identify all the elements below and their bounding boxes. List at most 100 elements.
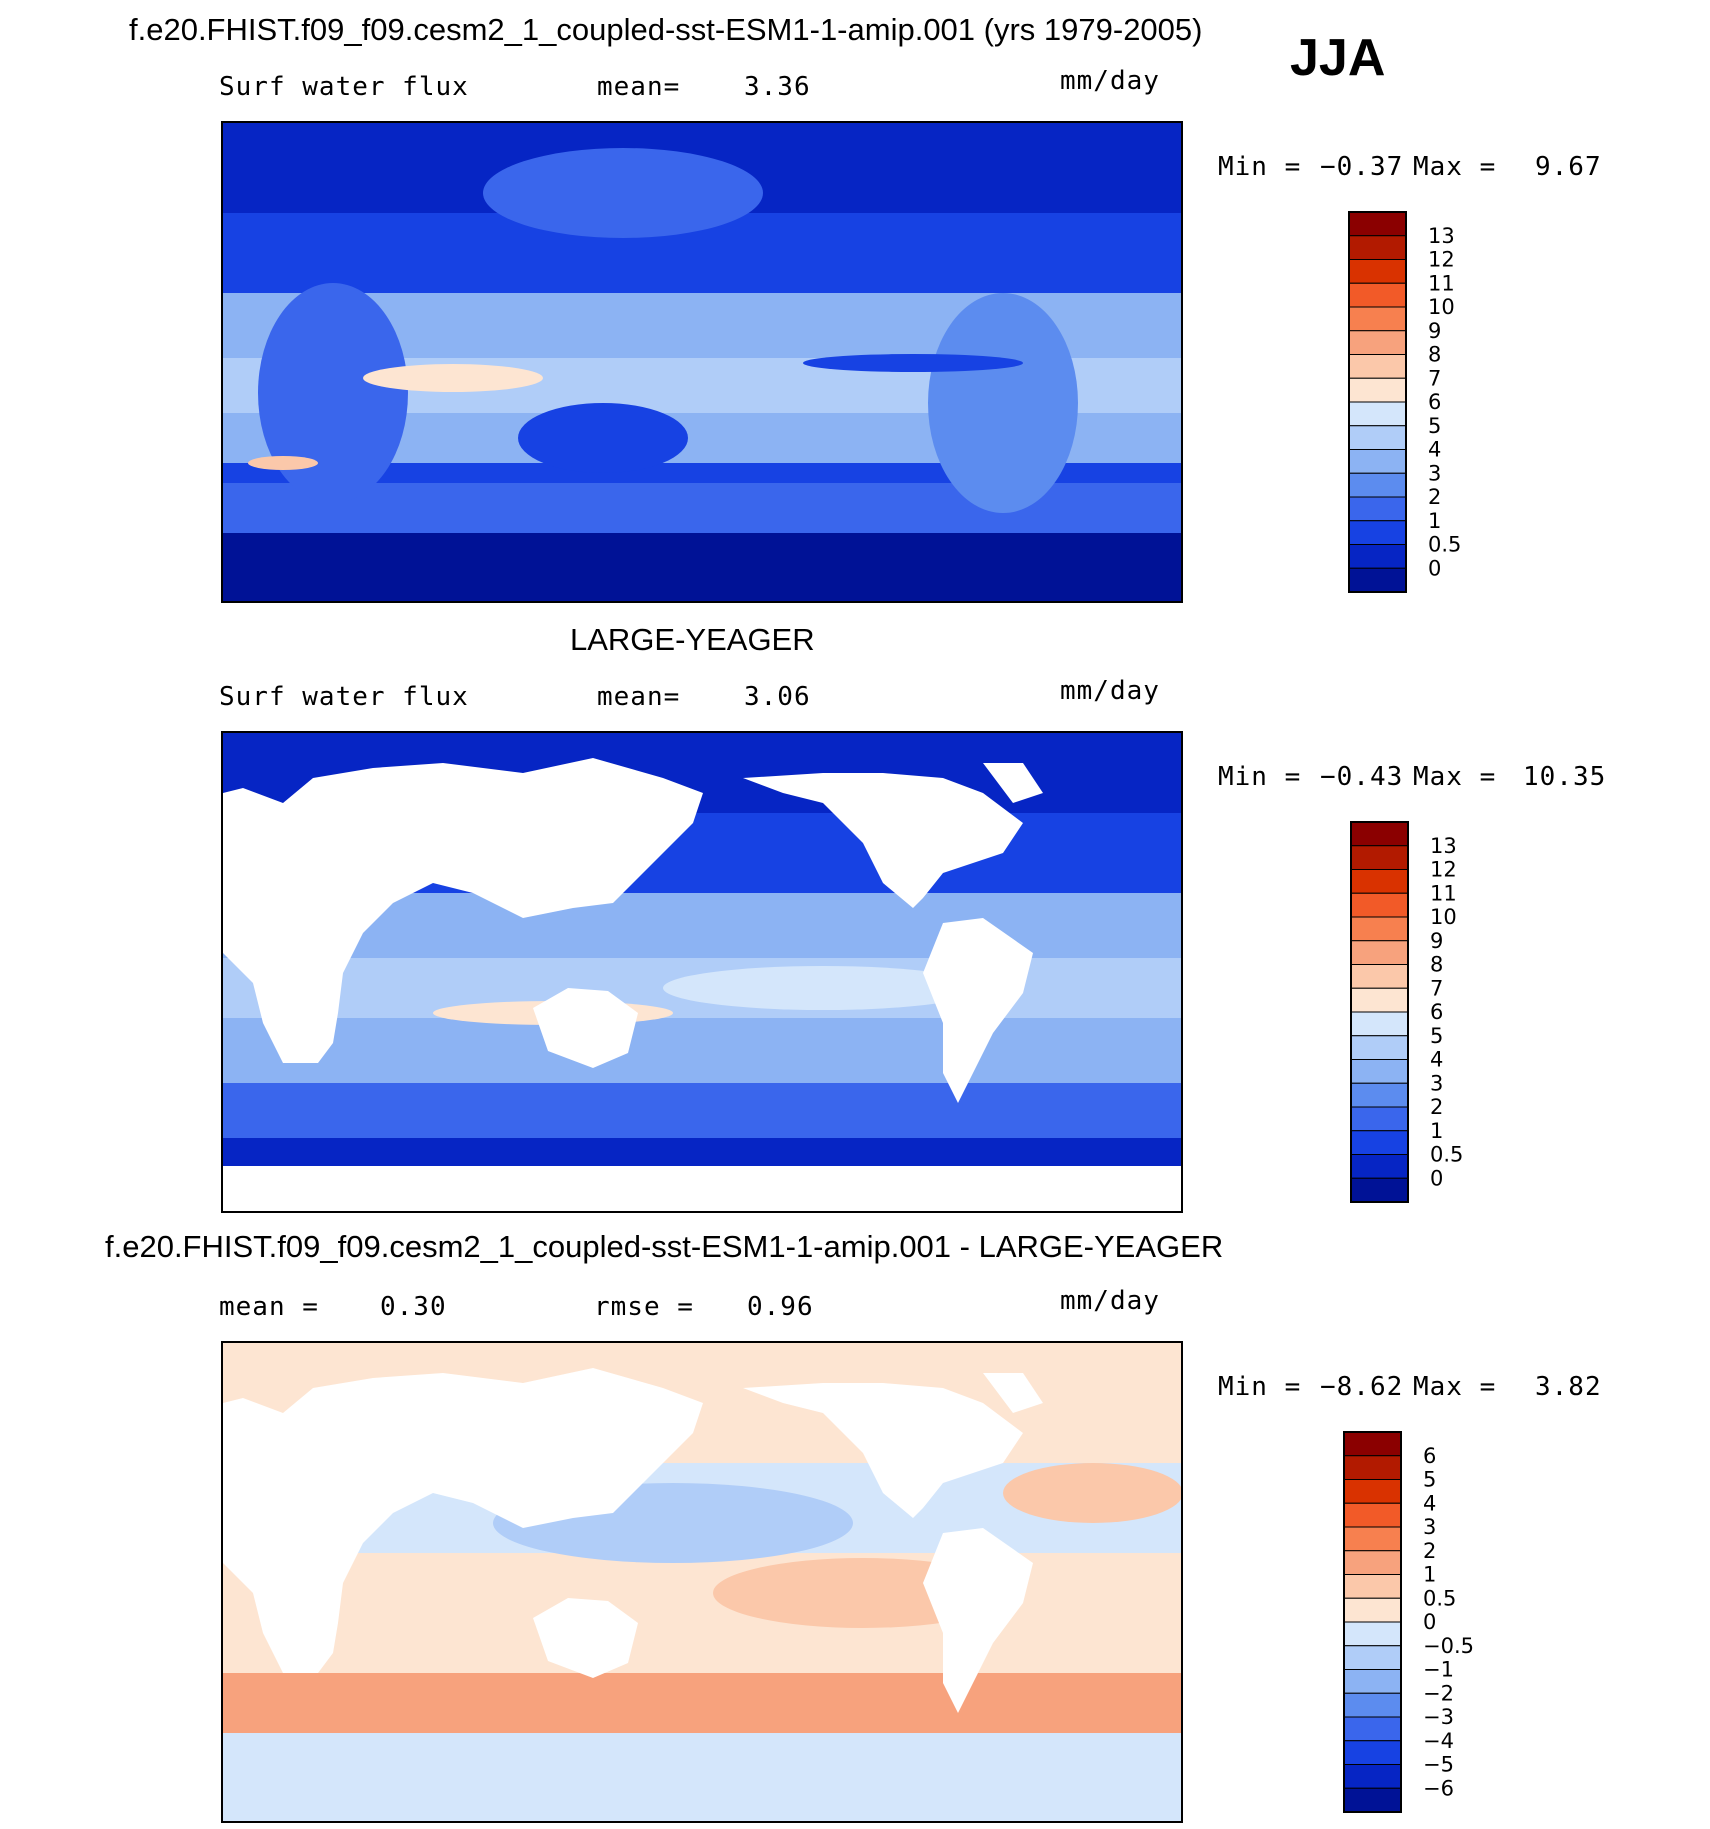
colorbar-1-tick-label: 11 <box>1428 271 1455 295</box>
panel3-min-label: Min = <box>1218 1372 1302 1402</box>
colorbar-3-box <box>1343 1431 1402 1457</box>
panel1-field-indian-ocean <box>363 364 543 392</box>
colorbar-2-box <box>1350 892 1409 918</box>
panel1-field-africa <box>258 283 408 503</box>
panel3-units: mm/day <box>1060 1286 1160 1316</box>
colorbar-1-tick-label: 6 <box>1428 390 1441 414</box>
colorbar-1-tick-label: 13 <box>1428 224 1455 248</box>
panel1-min-label: Min = <box>1218 152 1302 182</box>
panel1-field-south-america <box>928 293 1078 513</box>
colorbar-2-tick-label: 0 <box>1430 1166 1443 1190</box>
panel1-field-asia <box>483 148 763 238</box>
panel3-field-atlantic <box>1003 1463 1181 1523</box>
colorbar-3-tick-label: 2 <box>1423 1539 1436 1563</box>
colorbar-1-box <box>1348 425 1407 450</box>
panel1-mean-value: 3.36 <box>744 72 811 102</box>
panel2-field-greenland <box>983 763 1043 803</box>
colorbar-1-tick-label: 2 <box>1428 485 1441 509</box>
colorbar-1-box <box>1348 496 1407 522</box>
panel2-field-antarctica-land <box>223 1166 1181 1211</box>
panel1-field-antarctic <box>223 533 1181 601</box>
colorbar-2-tick-label: 5 <box>1430 1024 1443 1048</box>
panel2-field-antarctic <box>223 1138 1181 1166</box>
colorbar-2-box <box>1350 940 1409 965</box>
panel2-field-southern <box>223 1083 1181 1138</box>
panel1-map-field <box>223 123 1181 601</box>
colorbar-1-box <box>1348 377 1407 403</box>
colorbar-3-box <box>1343 1692 1402 1718</box>
colorbar-1-box <box>1348 354 1407 379</box>
colorbar-3-box <box>1343 1716 1402 1742</box>
colorbar-3-tick-label: 4 <box>1423 1491 1436 1515</box>
panel3-field-south-america <box>923 1528 1033 1713</box>
colorbar-3-tick-label: 0.5 <box>1423 1586 1456 1610</box>
colorbar-3-box <box>1343 1621 1402 1647</box>
panel3-map-field <box>223 1343 1181 1821</box>
colorbar-1-box <box>1348 330 1407 355</box>
colorbar-3-box <box>1343 1764 1402 1789</box>
colorbar-2-box <box>1350 1130 1409 1155</box>
panel3-map <box>221 1341 1183 1823</box>
colorbar-1-tick-label: 0.5 <box>1428 533 1461 557</box>
colorbar-1-box <box>1348 567 1407 593</box>
panel2-mean-label: mean= <box>597 682 681 712</box>
colorbar-3-frame <box>1343 1431 1402 1813</box>
panel2-max-label: Max = <box>1413 762 1497 792</box>
colorbar-3-box <box>1343 1455 1402 1480</box>
colorbar-3-tick-label: −6 <box>1423 1776 1454 1800</box>
panel1-field-australia <box>518 403 688 473</box>
colorbar-1-tick-label: 12 <box>1428 248 1455 272</box>
colorbar-2-tick-label: 7 <box>1430 976 1443 1000</box>
colorbar-3-box <box>1343 1669 1402 1694</box>
colorbar-2-box <box>1350 1106 1409 1132</box>
panel2-field-pacific <box>663 966 983 1010</box>
panel2-mean-value: 3.06 <box>744 682 811 712</box>
colorbar-2-tick-label: 11 <box>1430 881 1457 905</box>
colorbar-2-tick-label: 1 <box>1430 1119 1443 1143</box>
colorbar-3-tick-label: −1 <box>1423 1658 1454 1682</box>
panel1-mean-label: mean= <box>597 72 681 102</box>
panel3-field-greenland <box>983 1373 1043 1413</box>
panel2-max-value: 10.35 <box>1523 762 1607 792</box>
colorbar-1-tick-label: 8 <box>1428 343 1441 367</box>
panel1-variable-label: Surf water flux <box>219 72 469 102</box>
colorbar-2-tick-label: 3 <box>1430 1071 1443 1095</box>
season-label: JJA <box>1290 29 1386 87</box>
colorbar-3-tick-label: 6 <box>1423 1444 1436 1468</box>
panel3-field-north-america <box>743 1383 1023 1518</box>
colorbar-2-tick-label: 6 <box>1430 1000 1443 1024</box>
colorbar-3-box <box>1343 1502 1402 1528</box>
colorbar-2-box <box>1350 1154 1409 1179</box>
colorbar-2-box <box>1350 964 1409 989</box>
colorbar-2-tick-label: 8 <box>1430 953 1443 977</box>
colorbar-1-box <box>1348 259 1407 284</box>
colorbar-2-tick-label: 9 <box>1430 929 1443 953</box>
colorbar-3-tick-label: −2 <box>1423 1681 1454 1705</box>
panel1-title: f.e20.FHIST.f09_f09.cesm2_1_coupled-sst-… <box>129 12 1203 47</box>
colorbar-1-frame <box>1348 211 1407 593</box>
colorbar-3-tick-label: −5 <box>1423 1753 1454 1777</box>
colorbar-2-box <box>1350 1059 1409 1084</box>
colorbar-3-tick-label: 3 <box>1423 1515 1436 1539</box>
colorbar-3-tick-label: −3 <box>1423 1705 1454 1729</box>
panel2-min-value: −0.43 <box>1320 762 1404 792</box>
panel3-max-value: 3.82 <box>1535 1372 1602 1402</box>
colorbar-1-box <box>1348 520 1407 545</box>
panel2-min-label: Min = <box>1218 762 1302 792</box>
panel1-units: mm/day <box>1060 66 1160 96</box>
panel1-max-label: Max = <box>1413 152 1497 182</box>
colorbar-1-tick-label: 9 <box>1428 319 1441 343</box>
colorbar-3-box <box>1343 1526 1402 1552</box>
panel3-field-eurasia-africa <box>223 1368 703 1673</box>
colorbar-1-tick-label: 5 <box>1428 414 1441 438</box>
panel3-mean-value: 0.30 <box>380 1292 447 1322</box>
colorbar-1-box <box>1348 449 1407 474</box>
colorbar-3-box <box>1343 1787 1402 1813</box>
panel1-field-agulhas <box>248 456 318 470</box>
colorbar-3-box <box>1343 1597 1402 1623</box>
colorbar-1-box <box>1348 401 1407 427</box>
